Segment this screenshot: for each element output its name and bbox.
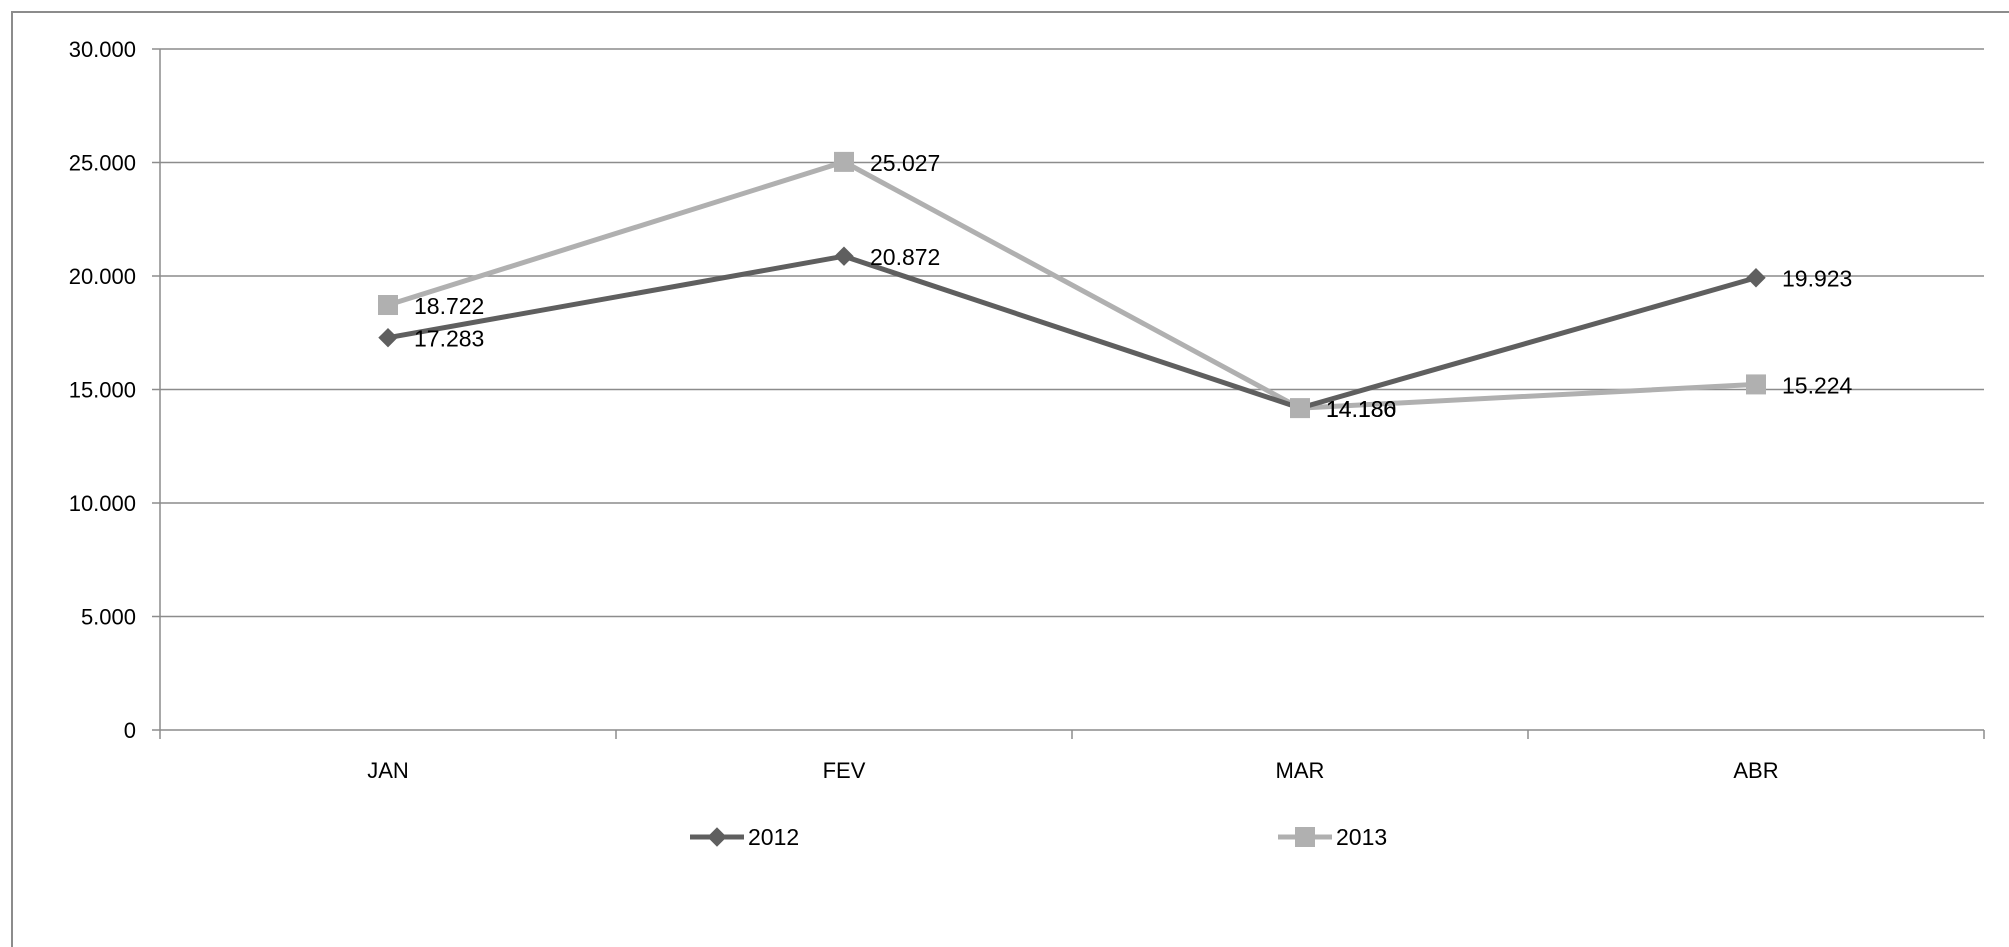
- series-markers: [378, 151, 1766, 419]
- data-labels: 17.283 20.872 14.186 19.923 18.722 25.027 14.1…: [414, 150, 1853, 422]
- y-tick-label: 5.000: [81, 605, 136, 630]
- y-tick-label: 10.000: [69, 491, 136, 516]
- y-tick-label: 30.000: [69, 37, 136, 62]
- data-point-2013: [1290, 398, 1310, 419]
- x-tick-label: JAN: [367, 758, 409, 783]
- data-label-2013: 15.224: [1782, 372, 1853, 398]
- axes: 0 5.000 10.000 15.000 20.000 25.000 30.000 JAN F…: [69, 37, 1985, 783]
- legend-label-2013: 2013: [1336, 824, 1387, 850]
- data-point-2012: [834, 246, 854, 266]
- data-point-2013: [1746, 374, 1766, 395]
- data-label-2013: 25.027: [870, 150, 940, 176]
- data-label-2012: 17.283: [414, 326, 484, 352]
- data-point-2012: [1746, 268, 1766, 288]
- legend-marker-2012: [707, 827, 727, 847]
- x-tick-label: FEV: [823, 758, 866, 783]
- data-point-2012: [378, 327, 398, 348]
- data-label-2013: 14.180: [1326, 396, 1396, 422]
- y-tick-label: 20.000: [69, 264, 136, 289]
- data-label-2012: 20.872: [870, 244, 940, 270]
- series-line-2012: [385, 253, 1759, 411]
- legend: 2012 2013: [690, 824, 1387, 850]
- x-tick-label: ABR: [1733, 758, 1778, 783]
- chart-frame: [11, 11, 2009, 947]
- legend-marker-2013: [1295, 827, 1315, 847]
- y-tick-label: 25.000: [69, 151, 136, 176]
- series-lines: [385, 159, 1759, 411]
- data-point-2013: [834, 151, 854, 172]
- x-tick-label: MAR: [1276, 758, 1325, 783]
- y-tick-label: 15.000: [69, 378, 136, 403]
- gridlines: [160, 48, 1984, 618]
- y-tick-label: 0: [124, 718, 136, 743]
- legend-label-2012: 2012: [748, 824, 799, 850]
- data-label-2012: 14.186: [1326, 396, 1396, 422]
- data-point-2013: [378, 295, 398, 316]
- data-label-2012: 19.923: [1782, 266, 1852, 292]
- data-label-2013: 18.722: [414, 293, 484, 319]
- series-line-2013: [385, 159, 1759, 411]
